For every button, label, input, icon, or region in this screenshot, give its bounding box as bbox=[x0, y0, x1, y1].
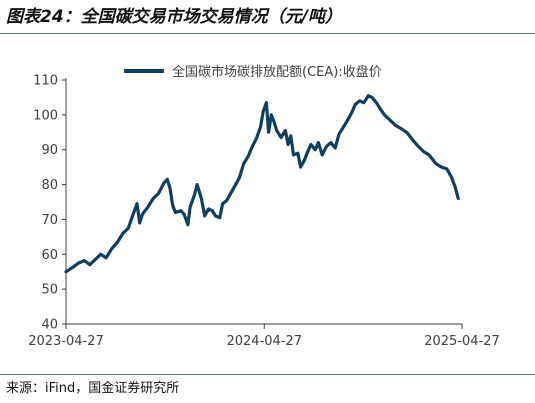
y-tick-label: 50 bbox=[41, 283, 58, 298]
chart-title: 图表24：全国碳交易市场交易情况（元/吨） bbox=[6, 7, 342, 27]
y-tick-label: 100 bbox=[33, 108, 58, 123]
footer-divider bbox=[0, 374, 535, 375]
y-tick-label: 80 bbox=[41, 178, 58, 193]
x-tick-label: 2024-04-27 bbox=[226, 334, 302, 349]
chart-legend: 全国碳市场碳排放配额(CEA):收盘价 bbox=[124, 64, 382, 80]
chart-axes: 40 50 60 70 80 90 100 110 2023-04-27 2024-04-27 20… bbox=[28, 74, 500, 350]
x-tick-label: 2023-04-27 bbox=[28, 334, 104, 349]
series-line bbox=[64, 94, 460, 274]
y-tick-label: 60 bbox=[41, 248, 58, 263]
y-tick-label: 110 bbox=[33, 74, 58, 89]
y-tick-label: 70 bbox=[41, 213, 58, 228]
y-tick-label: 40 bbox=[41, 318, 58, 333]
chart-series bbox=[64, 94, 460, 274]
title-divider bbox=[0, 33, 535, 34]
source-note: 来源：iFind，国金证券研究所 bbox=[6, 381, 180, 396]
legend-label: 全国碳市场碳排放配额(CEA):收盘价 bbox=[172, 64, 382, 80]
line-chart: 全国碳市场碳排放配额(CEA):收盘价 40 50 60 70 80 90 100 110 20… bbox=[28, 64, 500, 350]
y-tick-label: 90 bbox=[41, 143, 58, 158]
x-tick-label: 2025-04-27 bbox=[424, 334, 500, 349]
